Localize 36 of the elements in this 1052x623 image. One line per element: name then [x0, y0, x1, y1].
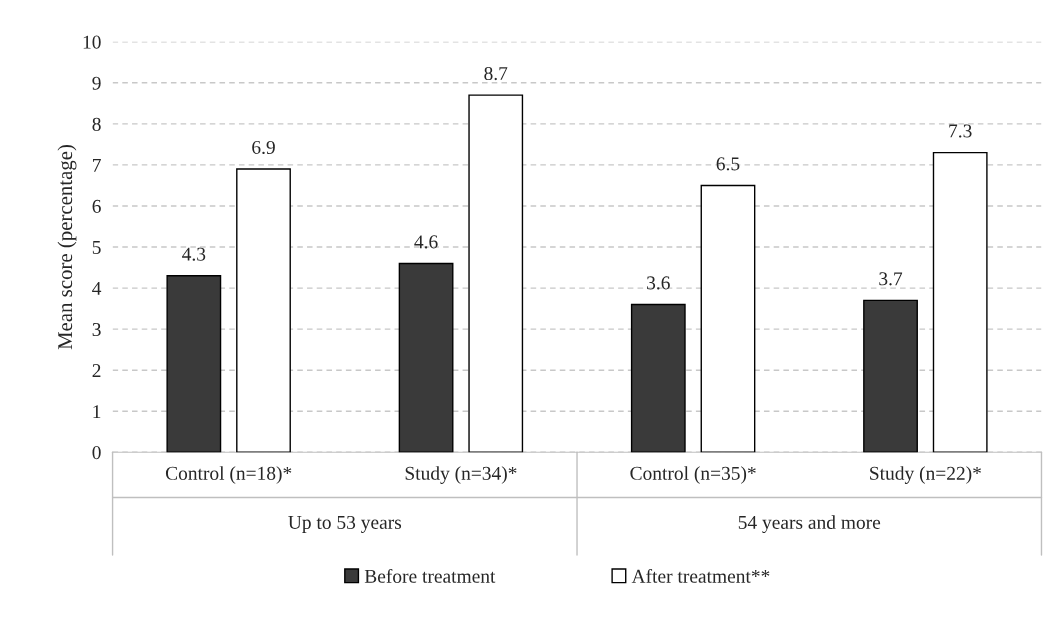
data-label: 6.5 — [716, 157, 740, 171]
x-tick-label: Control (n=35)* — [630, 466, 756, 484]
bar — [166, 275, 222, 453]
data-label: 6.9 — [252, 140, 275, 155]
y-tick-label: 10 — [83, 35, 101, 49]
bar — [630, 303, 686, 453]
y-tick-label: 0 — [92, 446, 101, 460]
y-tick-label: 1 — [93, 405, 101, 418]
bar — [863, 299, 918, 453]
bar — [468, 94, 524, 453]
x-tick-label: Control (n=18)* — [165, 466, 292, 484]
data-label: 8.7 — [484, 66, 508, 81]
bar — [398, 262, 454, 453]
data-label: 4.3 — [182, 247, 206, 261]
y-tick-label: 6 — [92, 199, 101, 213]
bar — [236, 168, 291, 453]
bar — [700, 184, 756, 453]
bar — [932, 151, 988, 453]
y-tick-label: 2 — [92, 364, 101, 377]
text: 54 years and more — [738, 515, 881, 533]
x-tick-label: Study (n=34)* — [405, 466, 517, 484]
y-tick-label: 9 — [92, 76, 101, 90]
text: Up to 53 years — [288, 515, 402, 533]
y-tick-label: 8 — [92, 117, 101, 131]
y-tick-label: 3 — [92, 323, 101, 337]
y-tick-label: 7 — [93, 158, 101, 172]
x-tick-label: Study (n=22)* — [870, 466, 981, 484]
y-tick-label: 5 — [92, 241, 101, 254]
data-label: 3.6 — [647, 276, 670, 290]
y-tick-label: 4 — [92, 282, 102, 295]
legend-label: After treatment** — [631, 568, 770, 583]
legend-label: Before treatment — [364, 568, 496, 583]
y-axis-title: Mean score (percentage) — [57, 144, 77, 350]
data-label: 3.7 — [879, 272, 903, 286]
data-label: 4.6 — [414, 235, 438, 249]
data-label: 7.3 — [949, 124, 972, 138]
